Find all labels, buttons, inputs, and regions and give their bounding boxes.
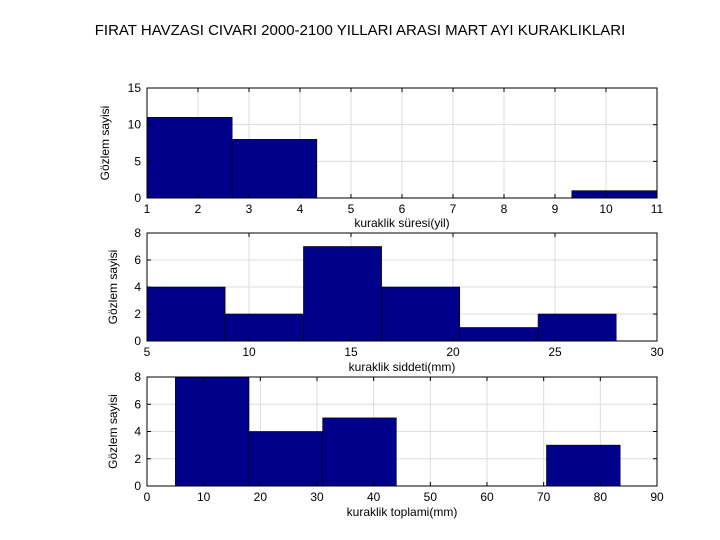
x-tick-label: 7	[450, 202, 457, 216]
x-axis-label: kuraklik toplami(mm)	[347, 505, 458, 519]
x-tick-label: 10	[197, 490, 211, 504]
x-tick-label: 5	[348, 202, 355, 216]
x-tick-label: 20	[446, 345, 460, 359]
page-title: FIRAT HAVZASI CIVARI 2000-2100 YILLARI A…	[94, 22, 626, 39]
histogram-bar	[537, 313, 617, 342]
y-axis-label: Gözlem sayisi	[106, 250, 120, 325]
histogram-bar	[231, 139, 318, 199]
x-tick-label: 6	[399, 202, 406, 216]
x-tick-label: 4	[297, 202, 304, 216]
y-tick-label: 8	[134, 226, 141, 240]
y-tick-label: 0	[134, 479, 141, 493]
y-tick-label: 6	[134, 397, 141, 411]
y-tick-label: 6	[134, 253, 141, 267]
y-tick-label: 5	[134, 154, 141, 168]
y-tick-label: 0	[134, 191, 141, 205]
x-tick-label: 50	[424, 490, 438, 504]
x-tick-label: 11	[651, 202, 664, 216]
x-tick-label: 3	[246, 202, 253, 216]
y-tick-label: 4	[134, 280, 141, 294]
histogram-bar	[381, 286, 461, 342]
x-axis-label: kuraklik siddeti(mm)	[349, 360, 456, 374]
y-tick-label: 15	[128, 81, 142, 95]
x-tick-label: 9	[552, 202, 559, 216]
histogram-bar	[459, 327, 539, 342]
x-tick-label: 10	[242, 345, 256, 359]
x-tick-label: 0	[144, 490, 151, 504]
x-axis-label: kuraklik süresi(yil)	[354, 216, 449, 230]
chart-2: 5 10 15 20 25 30 0 2 4 6 8 kuraklik siddeti(mm) Gözl…	[106, 226, 664, 374]
y-tick-label: 2	[134, 307, 141, 321]
histogram-bar	[322, 417, 397, 487]
x-tick-label: 25	[548, 345, 562, 359]
y-tick-label: 4	[134, 425, 141, 439]
x-tick-label: 30	[650, 345, 664, 359]
x-tick-label: 90	[650, 490, 664, 504]
x-tick-label: 8	[501, 202, 508, 216]
histogram-bar	[146, 117, 233, 199]
chart-1: 1 2 3 4 5 6 7 8 9 10 11 0 5 10 15 kuraklik süresi(yil) G…	[98, 81, 664, 230]
x-tick-label: 5	[144, 345, 151, 359]
histogram-bar	[146, 286, 226, 342]
y-axis-label: Gözlem sayisi	[106, 394, 120, 469]
histogram-bar	[248, 431, 323, 487]
histogram-bar	[571, 190, 658, 199]
x-tick-label: 1	[144, 202, 151, 216]
histogram-bar	[224, 313, 304, 342]
histogram-bar	[175, 376, 250, 487]
y-tick-label: 10	[128, 118, 142, 132]
histogram-bar	[546, 444, 621, 487]
y-tick-label: 8	[134, 370, 141, 384]
x-tick-label: 15	[344, 345, 358, 359]
y-tick-label: 2	[134, 452, 141, 466]
histogram-bar	[303, 246, 382, 342]
x-tick-label: 70	[537, 490, 551, 504]
x-tick-label: 20	[254, 490, 268, 504]
x-tick-label: 40	[367, 490, 381, 504]
y-axis-label: Gözlem sayisi	[98, 106, 112, 181]
x-tick-label: 30	[310, 490, 324, 504]
x-tick-label: 10	[599, 202, 613, 216]
chart-3: 0 10 20 30 40 50 60 70 80 90 0 2 4 6 8 kuraklik toplami…	[106, 370, 664, 519]
x-tick-label: 80	[594, 490, 608, 504]
x-tick-label: 2	[195, 202, 202, 216]
y-tick-label: 0	[134, 334, 141, 348]
x-tick-label: 60	[480, 490, 494, 504]
